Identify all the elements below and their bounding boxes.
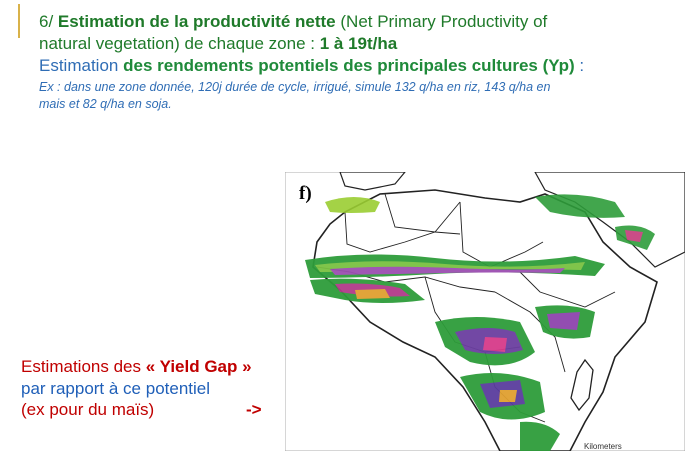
yield-gap-central-east xyxy=(435,305,595,366)
map-panel-label: f) xyxy=(299,183,312,204)
yp-colon: : xyxy=(579,56,585,75)
yield-gap-lead: Estimations des xyxy=(21,357,141,376)
yp-title: des rendements potentiels des principale… xyxy=(123,56,575,75)
yield-gap-southern xyxy=(460,373,560,451)
header-line-2: natural vegetation) de chaque zone : 1 à… xyxy=(39,33,679,55)
yield-gap-north xyxy=(325,194,655,250)
npp-paren: (Net Primary Productivity of xyxy=(340,12,548,31)
example-text: Ex : dans une zone donnée, 120j durée de… xyxy=(39,79,629,113)
madagascar-outline xyxy=(570,358,594,412)
arrow-to-map: -> xyxy=(246,400,262,419)
map-scale-label: Kilometers xyxy=(584,442,622,451)
npp-text: natural vegetation) de chaque zone : xyxy=(39,34,315,53)
africa-yield-gap-map: f) Kilometers xyxy=(285,172,685,451)
header-line-3: Estimation des rendements potentiels des… xyxy=(39,55,679,77)
example-line-1: Ex : dans une zone donnée, 120j durée de… xyxy=(39,80,551,94)
yield-gap-line-2: par rapport à ce potentiel xyxy=(21,378,211,398)
yield-gap-sahel-band xyxy=(305,254,605,278)
yield-gap-quote: « Yield Gap » xyxy=(145,357,252,376)
example-line-2: mais et 82 q/ha en soja. xyxy=(39,97,172,111)
yield-gap-line-3: (ex pour du maïs) xyxy=(21,400,155,419)
yield-gap-west-africa xyxy=(310,278,425,303)
header-line-1: 6/ Estimation de la productivité nette (… xyxy=(39,11,679,33)
slide-header: 6/ Estimation de la productivité nette (… xyxy=(39,11,679,113)
yp-lead: Estimation xyxy=(39,56,119,75)
npp-title: Estimation de la productivité nette xyxy=(57,12,336,31)
section-number: 6/ xyxy=(39,12,54,31)
npp-value: 1 à 19t/ha xyxy=(319,34,398,53)
accent-bar xyxy=(18,4,20,38)
yield-gap-line-1: Estimations des « Yield Gap » xyxy=(21,356,252,378)
yield-gap-note: Estimations des « Yield Gap » par rappor… xyxy=(21,356,252,421)
